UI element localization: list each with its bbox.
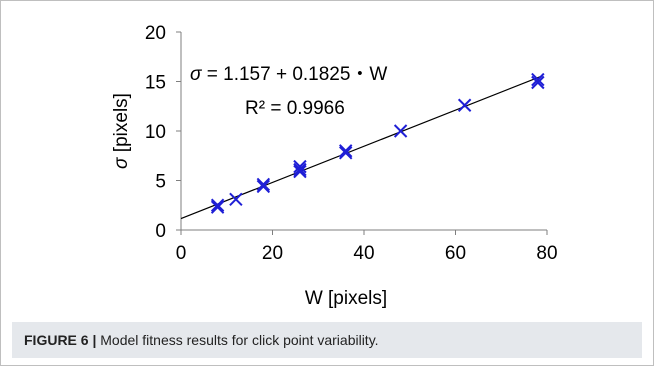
x-tick-label: 60 (445, 243, 466, 264)
equation-sigma: σ (190, 64, 203, 85)
data-point (293, 159, 307, 174)
y-tick-label: 15 (145, 73, 166, 94)
data-point (393, 124, 408, 138)
caption-text: Model fitness results for click point va… (96, 332, 379, 348)
y-tick-label: 0 (155, 221, 166, 242)
data-point (256, 179, 271, 194)
data-point (338, 144, 353, 158)
x-tick-label: 80 (536, 243, 557, 264)
y-axis-symbol: σ (111, 156, 132, 169)
data-point (531, 75, 545, 90)
data-point (531, 72, 545, 87)
x-tick-label: 20 (262, 243, 283, 264)
x-tick-label: 40 (353, 243, 374, 264)
y-axis-title: σ [pixels] (111, 93, 132, 169)
caption-label: FIGURE 6 | (24, 332, 97, 348)
fit-line (180, 75, 543, 220)
data-points (210, 72, 545, 214)
x-tick-label: 0 (176, 243, 187, 264)
data-point (338, 146, 353, 160)
data-point (457, 98, 472, 112)
y-tick-label: 20 (145, 23, 166, 44)
fit-equation: σ = 1.157 + 0.1825・W (190, 64, 387, 85)
data-point (293, 162, 307, 177)
r-squared: R² = 0.9966 (245, 98, 345, 119)
figure-caption: FIGURE 6 | Model fitness results for cli… (12, 322, 642, 358)
data-point (210, 200, 225, 214)
data-point (229, 192, 243, 207)
y-tick-label: 5 (155, 172, 166, 193)
data-point (256, 177, 271, 192)
equation-rhs: = 1.157 + 0.1825・W (201, 64, 387, 85)
y-tick-label: 10 (145, 122, 166, 143)
data-point (293, 164, 307, 179)
x-axis-title: W [pixels] (305, 288, 387, 309)
y-axis-unit: [pixels] (111, 93, 132, 152)
ticks: 0 20 40 60 80 0 5 10 15 20 (145, 23, 558, 264)
data-point (210, 198, 225, 212)
scatter-chart: 0 20 40 60 80 0 5 10 15 20 σ = 1.157 + 0.1825・W R… (111, 23, 558, 309)
